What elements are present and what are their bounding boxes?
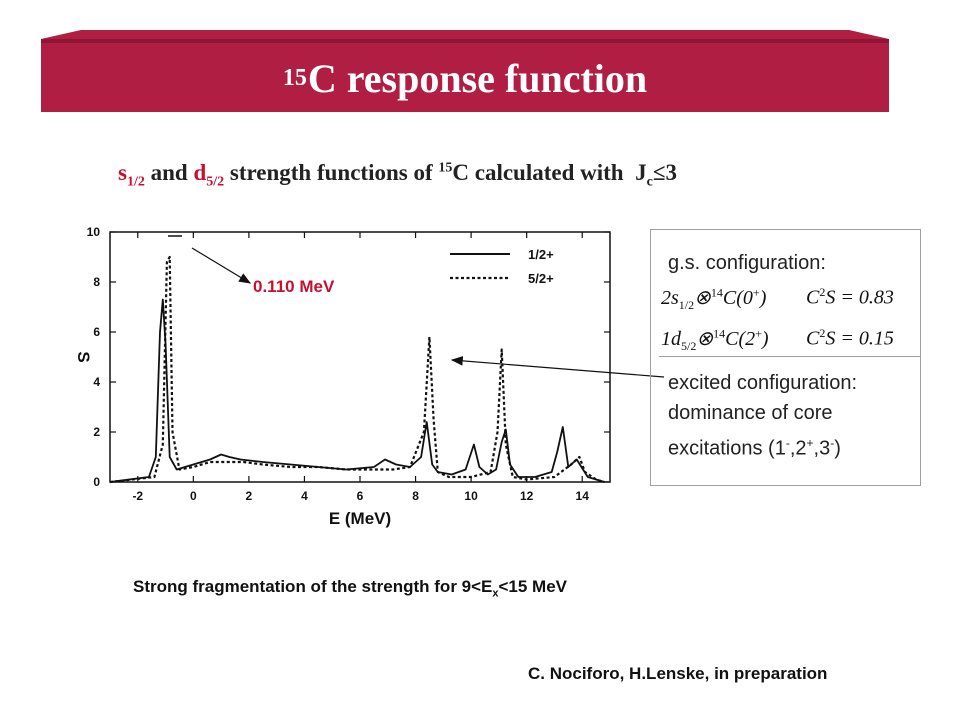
excited-line-2: dominance of core — [668, 402, 833, 424]
series-line-2 — [109, 255, 605, 484]
eq1-spectroscopic: C2S = 0.83 — [806, 285, 894, 310]
excited-end: ) — [834, 437, 841, 460]
eq1-csrest: S = 0.83 — [825, 286, 894, 309]
eq2-close: ) — [761, 328, 769, 350]
y-tick-label: 6 — [93, 325, 100, 339]
eq2-otimes: ⊗ — [696, 328, 714, 350]
subtitle-and: and — [144, 160, 194, 185]
credit-line: C. Nociforo, H.Lenske, in preparation — [528, 664, 828, 683]
legend-label-2: 5/2+ — [528, 271, 554, 286]
eq2-coresup: + — [755, 326, 762, 341]
excited-mid-1: ,2 — [789, 437, 807, 460]
subtitle-le: ≤3 — [652, 160, 677, 185]
box-divider — [659, 356, 921, 357]
excited-sup-3: - — [830, 436, 835, 450]
plot-frame — [109, 231, 611, 483]
eq2-core: C(2 — [725, 328, 756, 350]
gs-configuration-heading: g.s. configuration: — [668, 252, 826, 274]
eq2-cs: C — [806, 327, 820, 350]
frag-sub: x — [492, 587, 499, 600]
subtitle-mass-number: 15 — [438, 160, 453, 176]
subtitle-s: s — [118, 160, 127, 185]
chart-subtitle: s1/2 and d5/2 strength functions of 15C … — [118, 160, 677, 191]
eq1-coresup: + — [752, 285, 760, 300]
subtitle-strength: strength functions of — [224, 160, 439, 185]
y-tick-label: 4 — [93, 375, 100, 389]
subtitle-d: d — [193, 160, 207, 185]
eq2-sup: 14 — [713, 326, 726, 341]
x-tick-label: 4 — [301, 489, 308, 503]
x-tick-label: 14 — [576, 489, 590, 503]
x-tick-label: -2 — [132, 489, 143, 503]
eq1-core: C(0 — [722, 287, 753, 309]
eq2-cssup: 2 — [819, 326, 826, 340]
eq2-lhs: 1d — [661, 328, 681, 350]
x-tick-label: 0 — [190, 489, 197, 503]
y-axis-label: S — [74, 351, 93, 362]
y-tick-label: 10 — [87, 225, 101, 239]
x-tick-label: 8 — [412, 489, 419, 503]
y-tick-label: 8 — [93, 275, 100, 289]
energy-annotation-label: 0.110 MeV — [253, 277, 335, 296]
subtitle-jc-sub: c — [646, 174, 653, 190]
eq1-otimes: ⊗ — [694, 287, 711, 309]
title-banner: 15 C response function — [41, 30, 889, 112]
eq2-sub: 5/2 — [681, 339, 697, 353]
eq1-close: ) — [759, 287, 767, 309]
excited-mid-2: ,3 — [813, 437, 831, 460]
eq2-csrest: S = 0.15 — [825, 327, 894, 350]
subtitle-calc: C calculated with J — [452, 160, 647, 185]
excited-sup-2: + — [806, 436, 814, 450]
configuration-box: g.s. configuration: 2s1/2⊗14C(0+) C2S = … — [650, 229, 921, 486]
series-line-1 — [109, 298, 605, 483]
eq1-cs: C — [806, 286, 820, 309]
fragmentation-note: Strong fragmentation of the strength for… — [133, 577, 567, 599]
gs-equation-1: 2s1/2⊗14C(0+) C2S = 0.83 — [661, 285, 894, 313]
legend-label-1: 1/2+ — [528, 247, 554, 262]
eq1-sup: 14 — [710, 285, 723, 300]
frag-text-b: <15 MeV — [498, 577, 568, 596]
x-tick-label: 12 — [520, 489, 534, 503]
excited-configuration-text: excited configuration: dominance of core… — [668, 368, 857, 464]
excited-line-3a: excitations (1 — [668, 437, 786, 460]
title-text: C response function — [307, 55, 648, 101]
excited-line-3: excitations (1-,2+,3-) — [668, 428, 857, 464]
subtitle-s-sub: 1/2 — [126, 174, 145, 190]
title-mass-number: 15 — [282, 64, 307, 91]
x-axis-label: E (MeV) — [329, 509, 391, 528]
excited-line-1: excited configuration: — [668, 372, 858, 394]
gs-equation-2: 1d5/2⊗14C(2+) C2S = 0.15 — [661, 326, 894, 354]
subtitle-d-sub: 5/2 — [206, 174, 225, 190]
banner-shape — [41, 30, 889, 112]
eq2-spectroscopic: C2S = 0.15 — [806, 326, 894, 351]
page-title: 15 C response function — [41, 30, 889, 112]
frag-text-a: Strong fragmentation of the strength for… — [133, 577, 493, 596]
y-tick-label: 0 — [93, 475, 100, 489]
x-tick-label: 10 — [464, 489, 478, 503]
excited-sup-1: - — [785, 436, 790, 450]
x-tick-label: 6 — [357, 489, 364, 503]
y-tick-label: 2 — [93, 425, 100, 439]
strength-function-chart: -2 0 2 4 6 8 10 12 14 0 2 4 6 8 10 E (MeV) S 1/2+ 5/2+ — [74, 225, 611, 528]
eq1-sub: 1/2 — [678, 298, 695, 312]
x-tick-label: 2 — [246, 489, 253, 503]
eq1-lhs: 2s — [661, 287, 679, 309]
eq1-cssup: 2 — [819, 285, 826, 299]
